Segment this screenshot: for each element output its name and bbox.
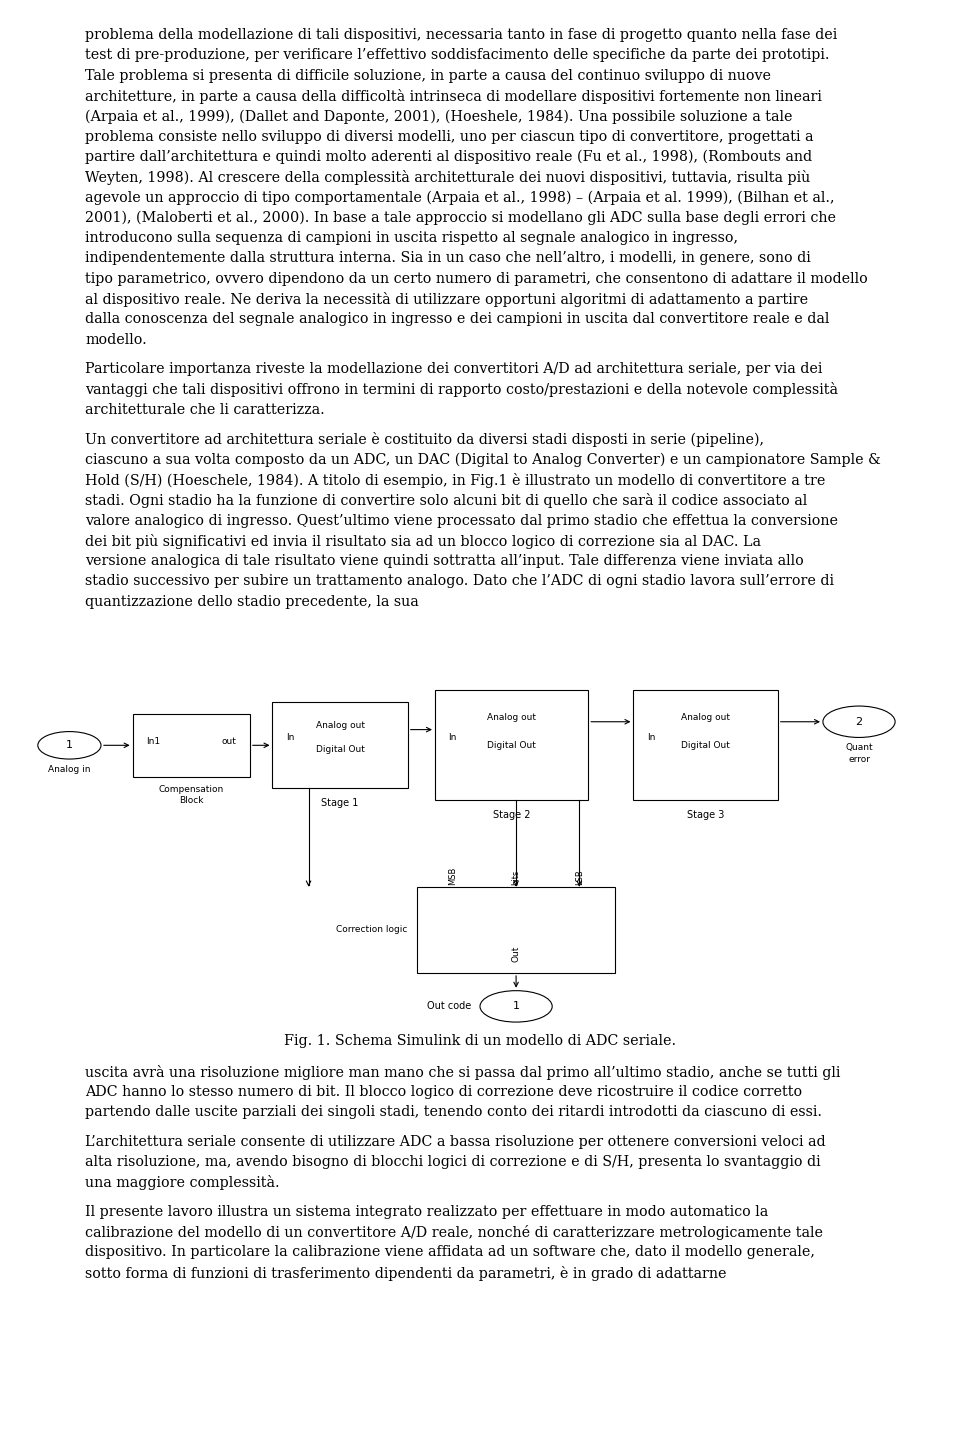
Text: vantaggi che tali dispositivi offrono in termini di rapporto costo/prestazioni e: vantaggi che tali dispositivi offrono in… xyxy=(85,382,838,397)
Text: versione analogica di tale risultato viene quindi sottratta all’input. Tale diff: versione analogica di tale risultato vie… xyxy=(85,554,804,569)
Text: Out: Out xyxy=(512,945,520,961)
Text: Analog out: Analog out xyxy=(487,714,536,723)
Text: Il presente lavoro illustra un sistema integrato realizzato per effettuare in mo: Il presente lavoro illustra un sistema i… xyxy=(85,1205,768,1218)
Text: In: In xyxy=(286,733,295,742)
Text: ADC hanno lo stesso numero di bit. Il blocco logico di correzione deve ricostrui: ADC hanno lo stesso numero di bit. Il bl… xyxy=(85,1085,803,1099)
Text: dalla conoscenza del segnale analogico in ingresso e dei campioni in uscita dal : dalla conoscenza del segnale analogico i… xyxy=(85,313,829,326)
Text: valore analogico di ingresso. Quest’ultimo viene processato dal primo stadio che: valore analogico di ingresso. Quest’ulti… xyxy=(85,513,838,528)
Text: Fig. 1. Schema Simulink di un modello di ADC seriale.: Fig. 1. Schema Simulink di un modello di… xyxy=(284,1034,676,1048)
Text: In: In xyxy=(647,733,656,742)
Text: dispositivo. In particolare la calibrazione viene affidata ad un software che, d: dispositivo. In particolare la calibrazi… xyxy=(85,1245,815,1259)
Text: L’architettura seriale consente di utilizzare ADC a bassa risoluzione per ottene: L’architettura seriale consente di utili… xyxy=(85,1134,826,1149)
Text: Digital Out: Digital Out xyxy=(316,744,365,753)
Text: MSB: MSB xyxy=(448,867,457,884)
Text: stadi. Ogni stadio ha la funzione di convertire solo alcuni bit di quello che sa: stadi. Ogni stadio ha la funzione di con… xyxy=(85,493,807,509)
Circle shape xyxy=(480,990,552,1022)
Text: problema consiste nello sviluppo di diversi modelli, uno per ciascun tipo di con: problema consiste nello sviluppo di dive… xyxy=(85,129,813,144)
Text: Analog out: Analog out xyxy=(681,714,731,723)
Text: 2001), (Maloberti et al., 2000). In base a tale approccio si modellano gli ADC s: 2001), (Maloberti et al., 2000). In base… xyxy=(85,211,836,225)
Text: architetture, in parte a causa della difficoltà intrinseca di modellare disposit: architetture, in parte a causa della dif… xyxy=(85,89,822,103)
Text: Out code: Out code xyxy=(427,1002,471,1012)
Text: partire dall’architettura e quindi molto aderenti al dispositivo reale (Fu et al: partire dall’architettura e quindi molto… xyxy=(85,150,812,164)
Text: Stage 1: Stage 1 xyxy=(322,798,359,808)
Text: 1: 1 xyxy=(66,740,73,750)
Text: In: In xyxy=(448,733,457,742)
Text: Analog out: Analog out xyxy=(316,721,365,730)
Text: alta risoluzione, ma, avendo bisogno di blocchi logici di correzione e di S/H, p: alta risoluzione, ma, avendo bisogno di … xyxy=(85,1154,821,1169)
Text: tipo parametrico, ovvero dipendono da un certo numero di parametri, che consento: tipo parametrico, ovvero dipendono da un… xyxy=(85,272,868,286)
Bar xyxy=(132,714,250,776)
Bar xyxy=(273,702,408,788)
Text: agevole un approccio di tipo comportamentale (Arpaia et al., 1998) – (Arpaia et : agevole un approccio di tipo comportamen… xyxy=(85,190,834,205)
Text: Analog in: Analog in xyxy=(48,765,90,774)
Text: calibrazione del modello di un convertitore A/D reale, nonché di caratterizzare : calibrazione del modello di un convertit… xyxy=(85,1226,823,1240)
Text: Particolare importanza riveste la modellazione dei convertitori A/D ad architett: Particolare importanza riveste la modell… xyxy=(85,362,823,377)
Text: Tale problema si presenta di difficile soluzione, in parte a causa del continuo : Tale problema si presenta di difficile s… xyxy=(85,68,771,83)
Text: Stage 2: Stage 2 xyxy=(492,810,530,820)
Text: Digital Out: Digital Out xyxy=(682,740,730,750)
Text: Hold (S/H) (Hoeschele, 1984). A titolo di esempio, in Fig.1 è illustrato un mode: Hold (S/H) (Hoeschele, 1984). A titolo d… xyxy=(85,473,826,489)
Text: Weyten, 1998). Al crescere della complessità architetturale dei nuovi dispositiv: Weyten, 1998). Al crescere della comples… xyxy=(85,170,810,185)
Circle shape xyxy=(37,731,101,759)
Text: introducono sulla sequenza di campioni in uscita rispetto al segnale analogico i: introducono sulla sequenza di campioni i… xyxy=(85,231,738,246)
Text: problema della modellazione di tali dispositivi, necessaria tanto in fase di pro: problema della modellazione di tali disp… xyxy=(85,28,837,42)
Text: uscita avrà una risoluzione migliore man mano che si passa dal primo all’ultimo : uscita avrà una risoluzione migliore man… xyxy=(85,1064,840,1079)
Text: Block: Block xyxy=(179,797,204,806)
Text: ciascuno a sua volta composto da un ADC, un DAC (Digital to Analog Converter) e : ciascuno a sua volta composto da un ADC,… xyxy=(85,452,880,467)
Text: modello.: modello. xyxy=(85,333,147,346)
Text: Compensation: Compensation xyxy=(158,785,224,794)
Bar xyxy=(634,691,778,800)
Text: In1: In1 xyxy=(146,737,160,746)
Text: Un convertitore ad architettura seriale è costituito da diversi stadi disposti i: Un convertitore ad architettura seriale … xyxy=(85,432,764,448)
Text: dei bit più significativi ed invia il risultato sia ad un blocco logico di corre: dei bit più significativi ed invia il ri… xyxy=(85,534,761,548)
Text: quantizzazione dello stadio precedente, la sua: quantizzazione dello stadio precedente, … xyxy=(85,595,419,609)
Text: test di pre-produzione, per verificare l’effettivo soddisfacimento delle specifi: test di pre-produzione, per verificare l… xyxy=(85,48,829,63)
Text: 2: 2 xyxy=(855,717,863,727)
Text: 1: 1 xyxy=(513,1002,519,1012)
Text: partendo dalle uscite parziali dei singoli stadi, tenendo conto dei ritardi intr: partendo dalle uscite parziali dei singo… xyxy=(85,1105,822,1120)
Text: Correction logic: Correction logic xyxy=(336,925,408,935)
Text: (Arpaia et al., 1999), (Dallet and Daponte, 2001), (Hoeshele, 1984). Una possibi: (Arpaia et al., 1999), (Dallet and Dapon… xyxy=(85,109,793,124)
Text: error: error xyxy=(848,755,870,765)
Bar xyxy=(417,887,615,973)
Text: LSB: LSB xyxy=(575,869,584,884)
Text: al dispositivo reale. Ne deriva la necessità di utilizzare opportuni algoritmi d: al dispositivo reale. Ne deriva la neces… xyxy=(85,292,808,307)
Text: architetturale che li caratterizza.: architetturale che li caratterizza. xyxy=(85,403,324,417)
Text: out: out xyxy=(222,737,236,746)
Bar xyxy=(435,691,588,800)
Text: una maggiore complessità.: una maggiore complessità. xyxy=(85,1175,279,1191)
Text: sotto forma di funzioni di trasferimento dipendenti da parametri, è in grado di : sotto forma di funzioni di trasferimento… xyxy=(85,1265,727,1281)
Text: stadio successivo per subire un trattamento analogo. Dato che l’ADC di ogni stad: stadio successivo per subire un trattame… xyxy=(85,574,834,589)
Circle shape xyxy=(823,707,895,737)
Text: indipendentemente dalla struttura interna. Sia in un caso che nell’altro, i mode: indipendentemente dalla struttura intern… xyxy=(85,252,811,266)
Text: Stage 3: Stage 3 xyxy=(687,810,724,820)
Text: Digital Out: Digital Out xyxy=(487,740,536,750)
Text: Quant: Quant xyxy=(845,743,873,752)
Text: bits: bits xyxy=(512,869,520,884)
